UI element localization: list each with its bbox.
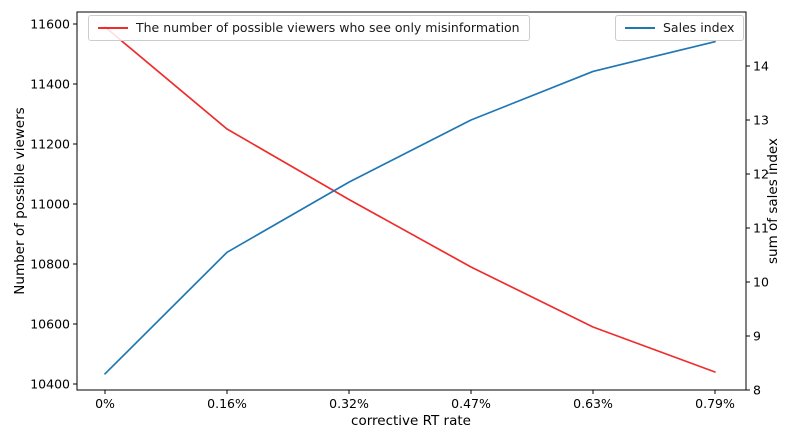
x-tick-label: 0.32% bbox=[329, 396, 369, 411]
legend-sales-index[interactable]: Sales index bbox=[615, 15, 745, 41]
y-left-tick-label: 11200 bbox=[30, 137, 70, 152]
legend-misinformation-label: The number of possible viewers who see o… bbox=[136, 19, 520, 35]
y-left-tick-label: 10400 bbox=[30, 377, 70, 392]
y-right-tick-label: 14 bbox=[753, 59, 769, 74]
plot-frame bbox=[76, 11, 747, 391]
x-tick-label: 0.16% bbox=[207, 396, 247, 411]
y-axis-label-left: Number of possible viewers bbox=[12, 107, 28, 295]
x-tick-label: 0.63% bbox=[573, 396, 613, 411]
y-left-tick-label: 11600 bbox=[30, 17, 70, 32]
x-axis-label: corrective RT rate bbox=[351, 413, 471, 429]
series-line-sales-index bbox=[104, 40, 716, 375]
red-line-swatch bbox=[98, 27, 128, 29]
y-left-tick-label: 11400 bbox=[30, 77, 70, 92]
legend-sales-index-label: Sales index bbox=[663, 19, 735, 35]
x-tick-label: 0% bbox=[95, 396, 115, 411]
y-right-tick-label: 11 bbox=[753, 221, 769, 236]
y-right-tick-label: 13 bbox=[753, 113, 769, 128]
y-right-tick-label: 8 bbox=[753, 383, 761, 398]
y-axis-label-right: sum of sales index bbox=[765, 138, 781, 264]
y-left-tick-label: 10800 bbox=[30, 257, 70, 272]
y-right-tick-label: 10 bbox=[753, 275, 769, 290]
series-line-misinformation bbox=[104, 26, 716, 373]
legend-misinformation[interactable]: The number of possible viewers who see o… bbox=[88, 15, 530, 41]
y-left-tick-label: 11000 bbox=[30, 197, 70, 212]
y-right-tick-label: 9 bbox=[753, 329, 761, 344]
y-right-tick-label: 12 bbox=[753, 167, 769, 182]
x-tick-label: 0.47% bbox=[451, 396, 491, 411]
x-tick-label: 0.79% bbox=[695, 396, 735, 411]
y-left-tick-label: 10600 bbox=[30, 317, 70, 332]
blue-line-swatch bbox=[625, 27, 655, 29]
